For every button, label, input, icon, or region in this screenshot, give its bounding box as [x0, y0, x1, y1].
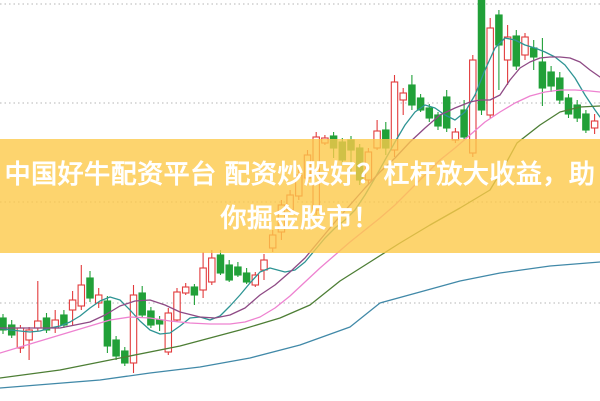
promo-banner-overlay: 中国好牛配资平台 配资炒股好？杠杆放大收益，助 你掘金股市！ — [0, 139, 600, 253]
promo-text-line1: 中国好牛配资平台 配资炒股好？杠杆放大收益，助 — [4, 159, 596, 189]
promo-text-line2: 你掘金股市！ — [220, 203, 380, 233]
